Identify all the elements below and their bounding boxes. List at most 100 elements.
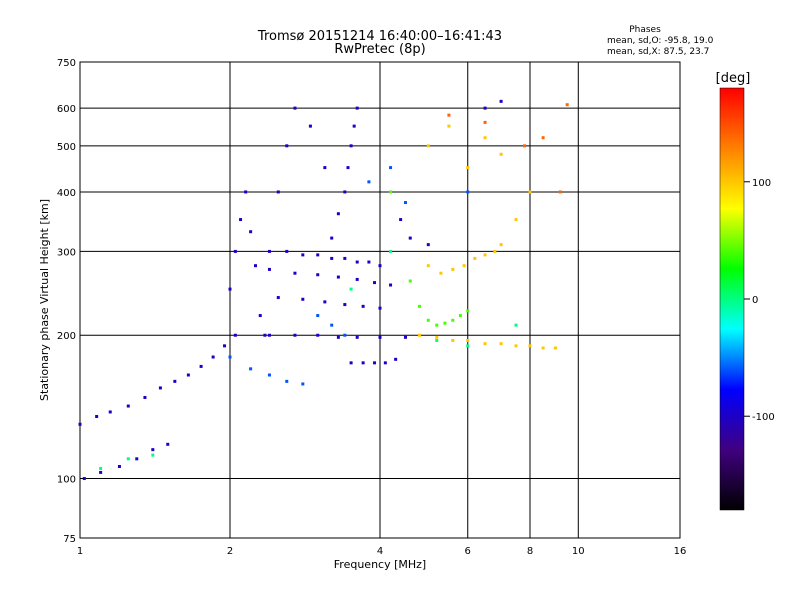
data-point [499,342,503,346]
data-point [316,314,320,318]
data-point [293,333,297,337]
data-point [565,103,569,107]
data-point [483,120,487,124]
data-point [316,253,320,257]
data-point [541,136,545,140]
data-point [143,395,147,399]
data-point [553,346,557,350]
data-point [447,124,451,128]
y-tick-label: 600 [57,104,76,115]
data-point [355,260,359,264]
data-point [158,386,162,390]
data-point [82,477,86,481]
data-point [343,303,347,307]
data-point [408,236,412,240]
data-point [267,267,271,271]
x-tick-label: 8 [527,546,533,557]
data-point [285,379,289,383]
x-tick-label: 6 [465,546,471,557]
x-tick-label: 4 [377,546,383,557]
y-axis-label: Stationary phase Virtual Height [km] [38,199,51,401]
data-point [211,355,215,359]
data-point [323,166,327,170]
data-point [249,367,253,371]
data-point [301,382,305,386]
data-point [233,249,237,253]
x-tick-label: 2 [227,546,233,557]
data-point [466,190,470,194]
data-point [514,218,518,222]
data-point [355,335,359,339]
data-point [349,287,353,291]
data-point [408,279,412,283]
data-point [258,314,262,318]
data-point [330,323,334,327]
data-point [95,414,99,418]
data-point [349,361,353,365]
data-point [458,314,462,318]
data-point [399,218,403,222]
colorbar [719,87,745,511]
x-tick-label: 16 [674,546,687,557]
data-point [378,264,382,268]
colorbar-tick-label: -100 [752,412,775,423]
y-axis-ticks: 75 100 200 300 400 500 600 750 [57,58,76,545]
data-point [361,361,365,365]
data-point [466,344,470,348]
data-point [330,236,334,240]
colorbar-ticks: 100 0 -100 [744,178,775,423]
data-point [349,144,353,148]
data-point [244,190,248,194]
data-point [389,283,393,287]
x-axis-label: Frequency [MHz] [334,558,426,571]
data-point [233,333,237,337]
data-point [558,190,562,194]
data-point [466,309,470,313]
data-point [451,318,455,322]
data-point [541,346,545,350]
data-point [285,249,289,253]
data-point [499,243,503,247]
y-tick-label: 75 [63,534,76,545]
data-point [316,273,320,277]
data-point [276,190,280,194]
data-point [403,335,407,339]
data-point [417,304,421,308]
data-point [361,304,365,308]
chart-title: Tromsø 20151214 16:40:00–16:41:43 [257,29,502,44]
data-point [336,335,340,339]
data-point [267,373,271,377]
data-point [173,379,177,383]
data-point [426,243,430,247]
data-point [373,281,377,285]
data-point [435,338,439,342]
data-point [308,124,312,128]
data-point [378,306,382,310]
data-point [389,190,393,194]
data-point [336,212,340,216]
colorbar-tick-label: 100 [752,178,771,189]
data-point [435,323,439,327]
data-point [323,300,327,304]
data-point [439,271,443,275]
data-point [523,144,527,148]
data-point [499,152,503,156]
data-point [166,442,170,446]
data-point [466,166,470,170]
data-point [367,180,371,184]
data-point [99,466,103,470]
data-point [352,124,356,128]
data-point [293,271,297,275]
data-point [343,256,347,260]
data-point [355,277,359,281]
data-point [451,338,455,342]
data-point [330,256,334,260]
data-point [346,166,350,170]
data-point [135,457,139,461]
data-point [447,113,451,117]
data-point [267,249,271,253]
data-point [514,323,518,327]
colorbar-tick-label: 0 [752,295,758,306]
data-point [514,344,518,348]
data-point [483,342,487,346]
